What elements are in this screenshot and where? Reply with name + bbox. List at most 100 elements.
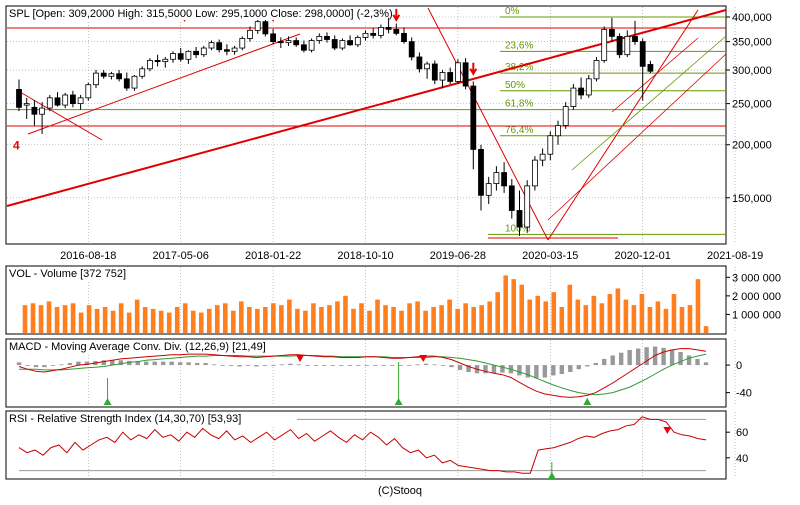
volume-bar <box>335 301 340 333</box>
candle-body <box>131 75 138 89</box>
candle-body <box>578 87 584 96</box>
candle-body <box>170 53 176 60</box>
rsi-panel-title: RSI - Relative Strength Index (14,30,70)… <box>9 413 241 425</box>
macd-histogram-bar <box>356 365 361 366</box>
volume-bar <box>511 279 517 333</box>
candle-body <box>31 106 38 115</box>
trend-line <box>547 9 699 241</box>
candle-body <box>239 38 246 49</box>
macd-histogram-bar <box>330 365 336 366</box>
candle-body <box>424 63 431 70</box>
volume-panel-frame <box>5 265 727 335</box>
volume-bar <box>38 305 44 333</box>
macd-histogram-bar <box>169 361 174 366</box>
macd-histogram-bar <box>194 363 200 366</box>
candle-body <box>231 47 238 52</box>
volume-bar <box>655 301 661 333</box>
trend-line <box>27 33 301 135</box>
macd-histogram-bar <box>678 352 683 366</box>
volume-bar <box>271 303 276 333</box>
fib-level-label: 76,4% <box>505 125 533 136</box>
candle-body <box>116 73 122 80</box>
candle-body <box>70 94 76 105</box>
candle-body <box>524 185 531 228</box>
macd-histogram-bar <box>42 365 47 368</box>
macd-histogram-bar <box>67 363 73 366</box>
volume-bar <box>543 301 549 333</box>
macd-histogram-bar <box>211 364 217 366</box>
candle-body <box>647 64 654 72</box>
candle-body <box>262 21 269 35</box>
macd-histogram-bar <box>322 365 327 366</box>
macd-panel-frame <box>5 338 727 408</box>
volume-bar <box>615 288 621 333</box>
candle-body <box>562 106 569 126</box>
sell-arrow <box>392 8 401 22</box>
macd-histogram-bar <box>339 365 344 366</box>
candle-body <box>447 72 454 82</box>
volume-bar <box>703 326 709 333</box>
volume-bar <box>431 307 436 333</box>
macd-histogram-bar <box>500 365 505 373</box>
volume-bar <box>110 310 116 333</box>
candle-body <box>478 149 484 196</box>
volume-bar <box>679 307 685 333</box>
volume-y-tick-label: 1 000 000 <box>732 309 781 321</box>
candle-body <box>39 107 45 115</box>
macd-histogram-bar <box>262 365 268 366</box>
fib-level-label: 0% <box>505 6 520 17</box>
macd-histogram-bar <box>610 355 615 366</box>
volume-bar <box>295 308 300 333</box>
volume-bar <box>150 308 156 333</box>
volume-bar <box>631 305 637 333</box>
volume-bar <box>423 310 428 333</box>
macd-histogram-bar <box>457 365 463 370</box>
candle-body <box>93 72 99 86</box>
macd-histogram-bar <box>703 362 709 366</box>
macd-histogram-bar <box>585 365 590 367</box>
volume-bar <box>479 305 484 333</box>
candle-body <box>185 50 192 60</box>
volume-bar <box>279 305 284 333</box>
macd-histogram-bar <box>144 361 149 366</box>
candle-body <box>493 172 500 184</box>
price-y-tick-label: 300,000 <box>732 65 772 77</box>
volume-bar <box>102 307 108 333</box>
date-x-axis: 2016-08-18 2017-05-06 2018-01-22 2018-10-10… <box>60 250 763 262</box>
volume-bar <box>367 310 372 333</box>
volume-bar <box>214 305 220 333</box>
volume-bar <box>391 307 396 333</box>
price-y-tick-label: 400,000 <box>732 12 772 24</box>
candle-body <box>624 36 631 56</box>
volume-bar <box>118 303 124 333</box>
macd-lines <box>16 346 709 405</box>
macd-histogram-bar <box>423 363 429 366</box>
volume-bar <box>231 310 236 333</box>
candle-body <box>385 27 392 30</box>
macd-histogram-bar <box>644 347 649 366</box>
volume-y-tick-label: 2 000 000 <box>732 291 781 303</box>
trend-line <box>547 53 727 221</box>
candle-body <box>316 36 323 41</box>
volume-bar <box>567 284 573 333</box>
candle-body <box>632 36 638 43</box>
macd-histogram-bar <box>186 362 191 366</box>
candle-body <box>200 47 207 56</box>
volume-bar <box>287 299 292 333</box>
volume-bar <box>239 301 244 333</box>
volume-bar <box>311 303 316 333</box>
rsi-y-tick-label: 60 <box>736 427 748 439</box>
rsi-y-tick-label: 40 <box>736 453 748 465</box>
x-tick-label: 2016-08-18 <box>60 250 116 262</box>
candle-body <box>23 103 30 106</box>
macd-histogram-bar <box>364 365 369 366</box>
volume-bar <box>399 310 404 333</box>
candle-body <box>516 210 523 228</box>
volume-bar <box>351 308 356 333</box>
macd-histogram-bar <box>415 364 420 366</box>
volume-bar <box>463 303 468 333</box>
volume-bar <box>487 301 492 333</box>
candle-body <box>401 32 407 43</box>
